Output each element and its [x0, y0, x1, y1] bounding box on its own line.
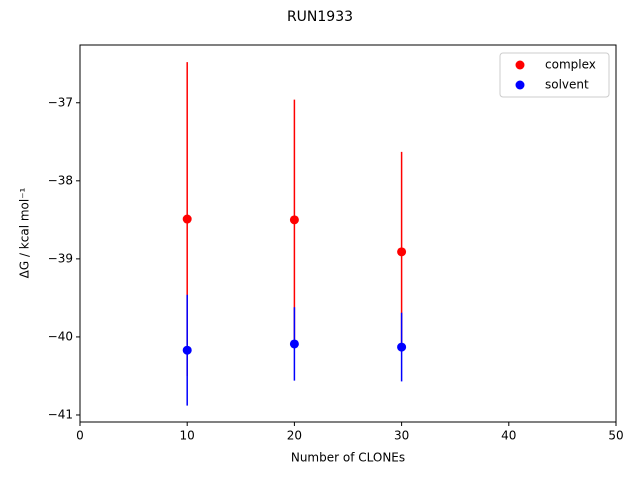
x-tick-label: 50 — [608, 429, 623, 443]
x-tick-label: 20 — [287, 429, 302, 443]
y-tick-label: −39 — [48, 251, 73, 265]
y-tick-label: −41 — [48, 407, 73, 421]
plot-frame — [79, 44, 617, 423]
y-tick-label: −38 — [48, 173, 73, 187]
x-axis-label: Number of CLONEs — [291, 451, 405, 465]
legend-marker — [515, 60, 525, 70]
y-tick-label: −40 — [48, 329, 73, 343]
point — [397, 247, 407, 257]
chart-title: RUN1933 — [287, 9, 353, 25]
x-tick-label: 40 — [501, 429, 516, 443]
legend-marker — [515, 80, 525, 90]
point — [289, 339, 299, 349]
point — [289, 215, 299, 225]
y-axis-label: ΔG / kcal mol⁻¹ — [18, 187, 32, 278]
x-tick-label: 10 — [180, 429, 195, 443]
x-tick-label: 30 — [394, 429, 409, 443]
y-tick-label: −37 — [48, 95, 73, 109]
x-tick-label: 0 — [76, 429, 84, 443]
legend-label: complex — [545, 58, 596, 72]
point — [182, 345, 192, 355]
point — [397, 342, 407, 352]
point — [182, 214, 192, 224]
legend-label: solvent — [545, 78, 589, 92]
legend-box — [499, 52, 610, 98]
